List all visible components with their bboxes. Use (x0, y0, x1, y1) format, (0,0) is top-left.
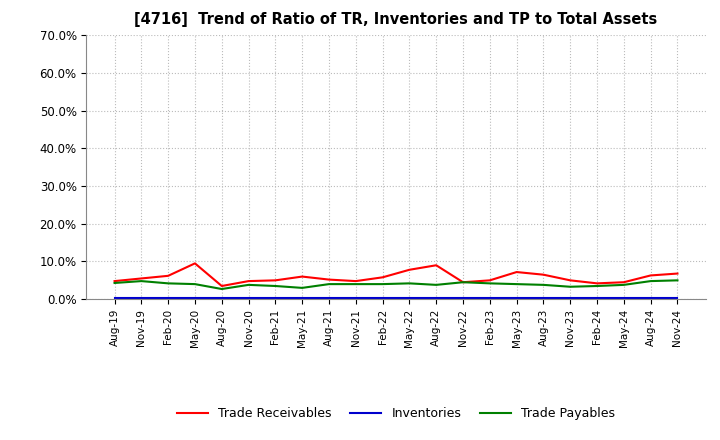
Trade Payables (351, 282, 360, 287)
Trade Receivables (244, 279, 253, 284)
Inventories (351, 296, 360, 301)
Trade Receivables (405, 267, 414, 272)
Inventories (244, 296, 253, 301)
Trade Payables (485, 281, 494, 286)
Inventories (378, 296, 387, 301)
Trade Payables (432, 282, 441, 287)
Inventories (110, 296, 119, 301)
Trade Payables (244, 282, 253, 287)
Title: [4716]  Trend of Ratio of TR, Inventories and TP to Total Assets: [4716] Trend of Ratio of TR, Inventories… (135, 12, 657, 27)
Inventories (191, 296, 199, 301)
Inventories (485, 296, 494, 301)
Trade Receivables (566, 278, 575, 283)
Trade Payables (673, 278, 682, 283)
Trade Payables (164, 281, 173, 286)
Trade Receivables (137, 276, 145, 281)
Inventories (164, 296, 173, 301)
Trade Receivables (673, 271, 682, 276)
Trade Payables (566, 284, 575, 290)
Trade Payables (593, 283, 601, 289)
Trade Receivables (191, 261, 199, 266)
Inventories (673, 296, 682, 301)
Inventories (459, 296, 467, 301)
Trade Payables (513, 282, 521, 287)
Trade Payables (539, 282, 548, 287)
Trade Payables (271, 283, 279, 289)
Trade Receivables (217, 283, 226, 289)
Trade Receivables (164, 273, 173, 279)
Trade Receivables (325, 277, 333, 282)
Trade Payables (325, 282, 333, 287)
Inventories (432, 296, 441, 301)
Inventories (217, 296, 226, 301)
Inventories (298, 296, 307, 301)
Trade Payables (619, 282, 628, 287)
Inventories (137, 296, 145, 301)
Trade Payables (217, 286, 226, 292)
Trade Payables (110, 280, 119, 286)
Trade Payables (298, 285, 307, 290)
Inventories (539, 296, 548, 301)
Trade Receivables (619, 279, 628, 285)
Trade Receivables (485, 278, 494, 283)
Trade Receivables (647, 273, 655, 278)
Trade Receivables (271, 278, 279, 283)
Trade Receivables (298, 274, 307, 279)
Line: Trade Receivables: Trade Receivables (114, 264, 678, 286)
Inventories (593, 296, 601, 301)
Inventories (647, 296, 655, 301)
Trade Payables (191, 282, 199, 287)
Trade Payables (378, 282, 387, 287)
Trade Payables (459, 279, 467, 285)
Legend: Trade Receivables, Inventories, Trade Payables: Trade Receivables, Inventories, Trade Pa… (171, 402, 621, 425)
Inventories (271, 296, 279, 301)
Trade Receivables (432, 263, 441, 268)
Trade Payables (405, 281, 414, 286)
Trade Payables (137, 279, 145, 284)
Trade Receivables (459, 279, 467, 285)
Inventories (513, 296, 521, 301)
Trade Receivables (593, 281, 601, 286)
Inventories (325, 296, 333, 301)
Inventories (619, 296, 628, 301)
Trade Receivables (513, 269, 521, 275)
Trade Receivables (539, 272, 548, 277)
Line: Trade Payables: Trade Payables (114, 280, 678, 289)
Trade Receivables (110, 279, 119, 284)
Inventories (566, 296, 575, 301)
Inventories (405, 296, 414, 301)
Trade Receivables (351, 279, 360, 284)
Trade Payables (647, 279, 655, 284)
Trade Receivables (378, 275, 387, 280)
